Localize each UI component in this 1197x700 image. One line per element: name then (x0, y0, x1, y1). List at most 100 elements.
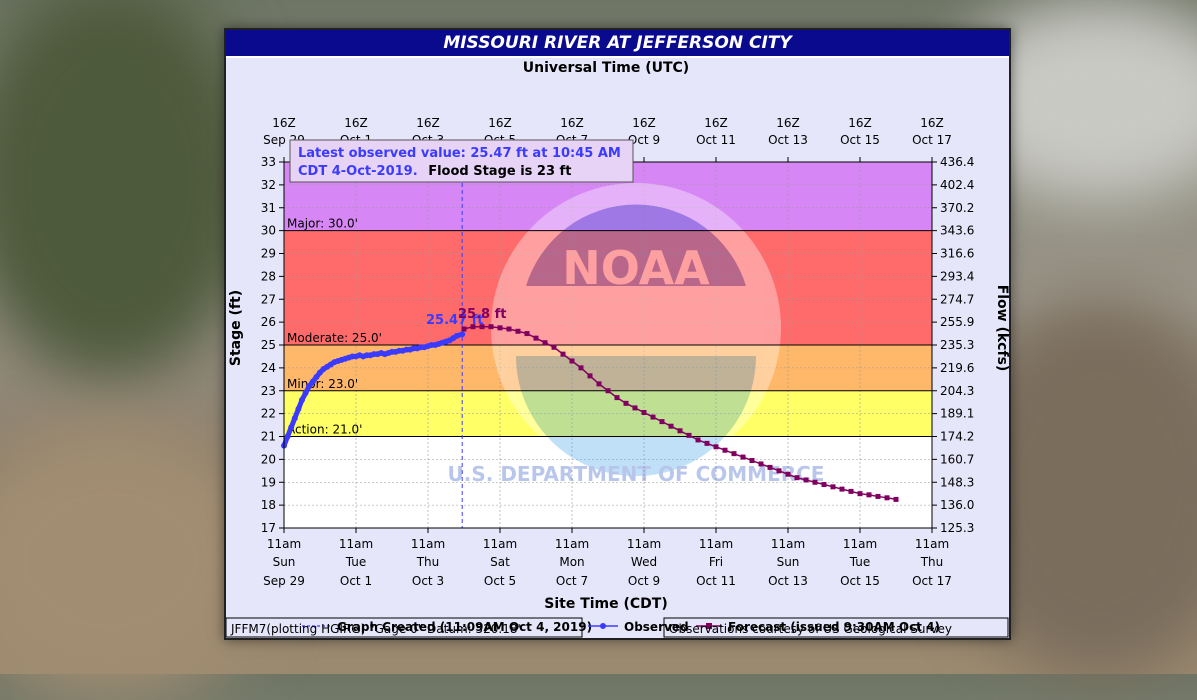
observed-point (288, 424, 295, 431)
bottom-tick-label-day: Thu (416, 555, 440, 569)
forecast-point (461, 326, 467, 332)
forecast-point (470, 324, 476, 330)
forecast-point (695, 437, 701, 443)
forecast-point (722, 447, 728, 453)
y-tick-label: 27 (261, 292, 276, 306)
observed-point (453, 332, 460, 339)
forecast-point (821, 482, 827, 488)
bottom-tick-label-time: 11am (627, 537, 661, 551)
flow-tick-label: 189.1 (940, 407, 974, 421)
forecast-point (677, 428, 683, 434)
latest-value-line1: Latest observed value: 25.47 ft at 10:45… (298, 146, 621, 161)
forecast-point (623, 400, 629, 406)
top-tick-label-date: Oct 9 (628, 133, 660, 147)
top-tick-label-z: 16Z (272, 116, 296, 130)
bottom-tick-label-date: Oct 11 (696, 574, 736, 588)
y-tick-label: 21 (261, 430, 276, 444)
legend-graph-created: Graph Created (11:09AM Oct 4, 2019) (337, 620, 592, 634)
forecast-point (515, 328, 521, 334)
forecast-point (506, 326, 512, 332)
observed-point (306, 383, 313, 390)
flow-tick-label: 174.2 (940, 430, 974, 444)
flood-label-minor: Minor: 23.0' (287, 377, 358, 391)
forecast-point (713, 444, 719, 450)
bottom-tick-label-day: Sat (490, 555, 510, 569)
footer-datum: JFFM7(plotting HGIRG) "Gage 0" Datum: 52… (230, 622, 521, 636)
forecast-point (749, 458, 755, 464)
observed-point (299, 396, 305, 403)
forecast-point (488, 324, 494, 330)
forecast-point (740, 454, 746, 460)
flow-tick-label: 316.6 (940, 247, 974, 261)
latest-value-date: CDT 4-Oct-2019. (298, 164, 418, 179)
flood-stage-text: Flood Stage is 23 ft (428, 164, 571, 179)
y-tick-label: 22 (261, 407, 276, 421)
bottom-tick-label-time: 11am (771, 537, 805, 551)
forecast-point (776, 468, 782, 474)
flow-tick-label: 204.3 (940, 384, 974, 398)
forecast-point (641, 409, 647, 415)
noaa-watermark: NOAA U.S. DEPARTMENT OF COMMERCE (448, 183, 824, 486)
forecast-point (560, 351, 566, 357)
forecast-peak-label: 25.8 ft (458, 307, 506, 322)
flow-tick-label: 402.4 (940, 178, 974, 192)
top-tick-label-z: 16Z (632, 116, 656, 130)
noaa-seal-water (516, 356, 756, 476)
bottom-tick-label-time: 11am (483, 537, 517, 551)
legend-observed: Observed (624, 620, 689, 634)
flow-tick-label: 148.3 (940, 475, 974, 489)
y-tick-label: 28 (261, 269, 276, 283)
bottom-axis-title: Site Time (CDT) (544, 596, 668, 612)
top-tick-label-date: Oct 11 (696, 133, 736, 147)
right-axis-title: Flow (kcfs) (994, 285, 1009, 372)
top-tick-label-z: 16Z (416, 116, 440, 130)
flow-tick-label: 235.3 (940, 338, 974, 352)
observed-series (281, 331, 466, 449)
top-tick-label-z: 16Z (488, 116, 512, 130)
observed-point (284, 433, 291, 440)
y-tick-label: 23 (261, 384, 276, 398)
forecast-point (857, 491, 863, 497)
forecast-point (803, 477, 809, 483)
bottom-tick-label-day: Mon (559, 555, 584, 569)
forecast-point (866, 492, 872, 498)
forecast-point (650, 414, 656, 420)
flow-tick-label: 125.3 (940, 521, 974, 535)
y-tick-label: 17 (261, 521, 276, 535)
observed-point (459, 331, 466, 338)
observed-point (302, 390, 309, 397)
observed-point (313, 374, 320, 381)
legend-forecast-marker (706, 623, 712, 629)
noaa-seal-ring (491, 183, 781, 473)
forecast-point (731, 451, 737, 457)
forecast-point (668, 423, 674, 429)
forecast-point (875, 493, 881, 499)
legend: Graph Created (11:09AM Oct 4, 2019) Obse… (302, 620, 940, 634)
forecast-point (614, 395, 620, 401)
bottom-tick-label-date: Oct 1 (340, 574, 372, 588)
latest-value-line2: CDT 4-Oct-2019. Flood Stage is 23 ft (298, 164, 571, 179)
bottom-tick-label-time: 11am (339, 537, 373, 551)
flood-label-moderate: Moderate: 25.0' (287, 331, 382, 345)
y-tick-label: 30 (261, 224, 276, 238)
bottom-tick-label-date: Oct 13 (768, 574, 808, 588)
bottom-tick-label-date: Oct 3 (412, 574, 444, 588)
bottom-tick-label-date: Oct 5 (484, 574, 516, 588)
forecast-point (632, 405, 638, 411)
flood-stage-labels: Major: 30.0' Moderate: 25.0' Minor: 23.0' A… (284, 217, 932, 437)
flow-tick-label: 219.6 (940, 361, 974, 375)
flow-tick-label: 255.9 (940, 315, 974, 329)
forecast-point (479, 324, 485, 330)
forecast-point (884, 495, 890, 501)
flow-tick-label: 343.6 (940, 224, 974, 238)
bottom-tick-label-day: Fri (709, 555, 723, 569)
top-tick-label-z: 16Z (560, 116, 584, 130)
top-axis-title: Universal Time (UTC) (523, 60, 689, 76)
bottom-tick-label-date: Oct 17 (912, 574, 952, 588)
y-tick-label: 31 (261, 201, 276, 215)
forecast-point (587, 373, 593, 379)
hydrograph-panel: MISSOURI RIVER AT JEFFERSON CITY Univers… (224, 28, 1011, 640)
forecast-point (704, 440, 710, 446)
observed-peak-label: 25.47 ft (426, 313, 484, 328)
latest-value-box: Latest observed value: 25.47 ft at 10:45… (289, 139, 634, 183)
